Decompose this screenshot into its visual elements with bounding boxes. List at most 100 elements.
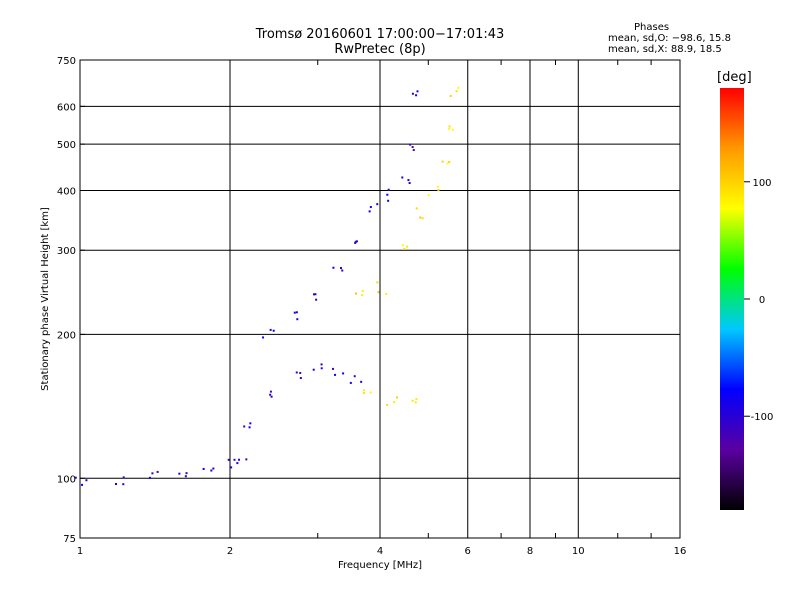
data-point-o (295, 311, 298, 314)
data-point-o (342, 372, 345, 375)
data-point-x (362, 392, 365, 395)
data-point-o (227, 458, 230, 461)
data-point-o (416, 90, 419, 93)
data-point-o (415, 94, 418, 97)
data-point-o (269, 393, 272, 396)
data-point-o (341, 269, 344, 272)
y-tick-label: 200 (57, 330, 76, 341)
data-point-x (441, 160, 444, 163)
data-point-x (414, 401, 417, 404)
data-point-o (331, 367, 334, 370)
y-tick-label: 400 (57, 186, 76, 197)
data-point-o (355, 240, 358, 243)
data-point-x (411, 399, 414, 402)
data-point-o (295, 371, 298, 374)
data-point-o (151, 472, 154, 475)
data-point-o (212, 467, 215, 470)
x-tick-label: 6 (465, 546, 471, 557)
y-tick-label: 600 (57, 102, 76, 113)
data-point-o (293, 311, 296, 314)
data-point-o (272, 329, 275, 332)
data-point-o (360, 380, 363, 383)
data-point-o (269, 328, 272, 331)
data-point-o (81, 483, 84, 486)
x-tick-label: 2 (227, 546, 233, 557)
data-point-x (449, 95, 452, 98)
data-point-o (230, 466, 233, 469)
data-point-x (369, 391, 372, 394)
data-point-o (299, 371, 302, 374)
colorbar-title: [deg] (717, 70, 752, 85)
data-point-o (332, 266, 335, 269)
data-point-o (202, 467, 205, 470)
data-point-o (122, 476, 125, 479)
colorbar-ticks: 100 0 -100 (744, 178, 773, 423)
colorbar (720, 88, 744, 510)
data-point-o (411, 92, 414, 95)
y-tick-label: 750 (57, 56, 76, 67)
data-point-o (85, 479, 88, 482)
y-tick-label: 300 (57, 246, 76, 257)
data-point-x (376, 281, 379, 284)
data-point-o (184, 475, 187, 478)
data-point-x (393, 401, 396, 404)
data-point-x (448, 127, 451, 130)
phase-stats: Phases mean, sd,O: −98.6, 15.8 mean, sd,… (608, 22, 731, 55)
data-point-o (408, 182, 411, 185)
data-point-x (362, 389, 365, 392)
data-point-x (354, 292, 357, 295)
x-axis-label: Frequency [MHz] (338, 560, 422, 571)
data-point-x (427, 194, 430, 197)
data-point-o (334, 373, 337, 376)
colorbar-tick-label: 100 (752, 178, 771, 189)
data-point-o (245, 458, 248, 461)
data-point-o (296, 318, 299, 321)
data-point-o (387, 188, 390, 191)
x-tick-label: 10 (572, 546, 585, 557)
data-point-o (412, 149, 415, 152)
stats-x-line: mean, sd,X: 88.9, 18.5 (608, 44, 722, 55)
data-point-o (401, 176, 404, 179)
data-point-o (249, 422, 252, 425)
data-point-o (369, 206, 372, 209)
data-point-o (411, 146, 414, 149)
x-tick-label: 1 (77, 546, 83, 557)
data-point-x (448, 161, 451, 164)
data-point-x (405, 245, 408, 248)
y-axis-label: Stationary phase Virtual Height [km] (40, 207, 51, 391)
data-point-o (386, 193, 389, 196)
data-point-o (313, 293, 316, 296)
data-point-o (320, 367, 323, 370)
data-point-o (407, 179, 410, 182)
data-point-o (269, 390, 272, 393)
data-point-o (368, 210, 371, 213)
data-point-x (446, 162, 449, 165)
stats-o-line: mean, sd,O: −98.6, 15.8 (608, 33, 731, 44)
chart-title: Tromsø 20160601 17:00:00−17:01:43 RwPret… (230, 27, 530, 57)
colorbar-tick-label: 0 (759, 295, 765, 306)
x-axis-ticks: 1 2 4 6 8 10 16 (77, 60, 686, 557)
data-point-o (156, 470, 159, 473)
data-point-o (114, 482, 117, 485)
colorbar-tick-label: -100 (751, 412, 774, 423)
y-axis-ticks: 75 100 200 300 400 500 600 750 (57, 56, 85, 545)
data-point-o (248, 426, 251, 429)
data-point-x (395, 396, 398, 399)
title-line-2: RwPretec (8p) (334, 42, 426, 57)
data-point-o (270, 395, 273, 398)
data-point-o (238, 458, 241, 461)
y-tick-label: 500 (57, 140, 76, 151)
data-point-o (354, 240, 357, 243)
data-point-x (457, 86, 460, 89)
data-point-o (314, 293, 317, 296)
data-point-o (320, 363, 323, 366)
data-point-x (361, 289, 364, 292)
data-point-x (448, 125, 451, 128)
data-point-o (74, 476, 77, 479)
y-tick-label: 75 (63, 534, 76, 545)
data-point-o (387, 199, 390, 202)
x-tick-label: 4 (377, 546, 383, 557)
data-point-o (376, 203, 379, 206)
